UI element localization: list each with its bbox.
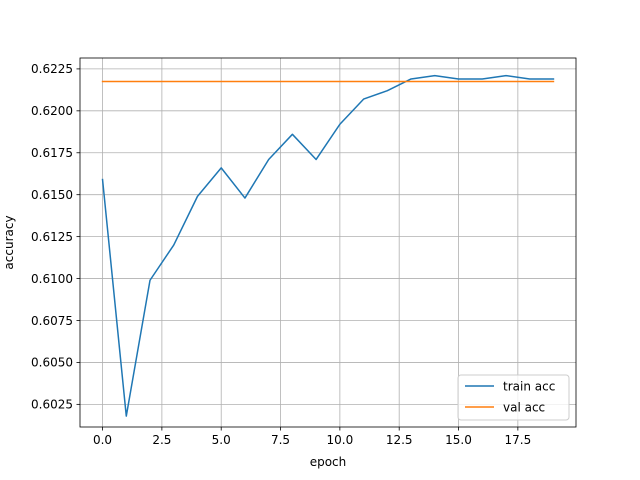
- x-tick-label: 2.5: [152, 433, 171, 447]
- x-tick-label: 5.0: [212, 433, 231, 447]
- y-tick-label: 0.6100: [31, 272, 73, 286]
- x-axis-label: epoch: [310, 455, 347, 469]
- grid: [80, 58, 576, 427]
- legend-label-val: val acc: [503, 401, 545, 415]
- x-tick-label: 10.0: [327, 433, 354, 447]
- y-tick-label: 0.6225: [31, 62, 73, 76]
- y-tick-label: 0.6025: [31, 398, 73, 412]
- legend: train acc val acc: [457, 374, 570, 421]
- plot-area-frame: [79, 57, 577, 428]
- y-tick-label: 0.6075: [31, 314, 73, 328]
- y-tick-label: 0.6150: [31, 188, 73, 202]
- y-axis-label: accuracy: [2, 215, 16, 269]
- x-tick-label: 17.5: [504, 433, 531, 447]
- y-tick-label: 0.6125: [31, 230, 73, 244]
- y-tick-label: 0.6050: [31, 356, 73, 370]
- plot-lines: [101, 74, 555, 417]
- x-tick-label: 15.0: [445, 433, 472, 447]
- x-tick-label: 12.5: [386, 433, 413, 447]
- axis-ticks: 0.0 2.5 5.0 7.5 10.0 12.5 15.0 17.5 0.6025 0.6050…: [31, 62, 531, 447]
- y-tick-label: 0.6175: [31, 146, 73, 160]
- series-line-train-acc: [101, 74, 555, 417]
- x-tick-label: 7.5: [271, 433, 290, 447]
- x-tick-label: 0.0: [93, 433, 112, 447]
- legend-label-train: train acc: [503, 380, 555, 394]
- y-tick-label: 0.6200: [31, 104, 73, 118]
